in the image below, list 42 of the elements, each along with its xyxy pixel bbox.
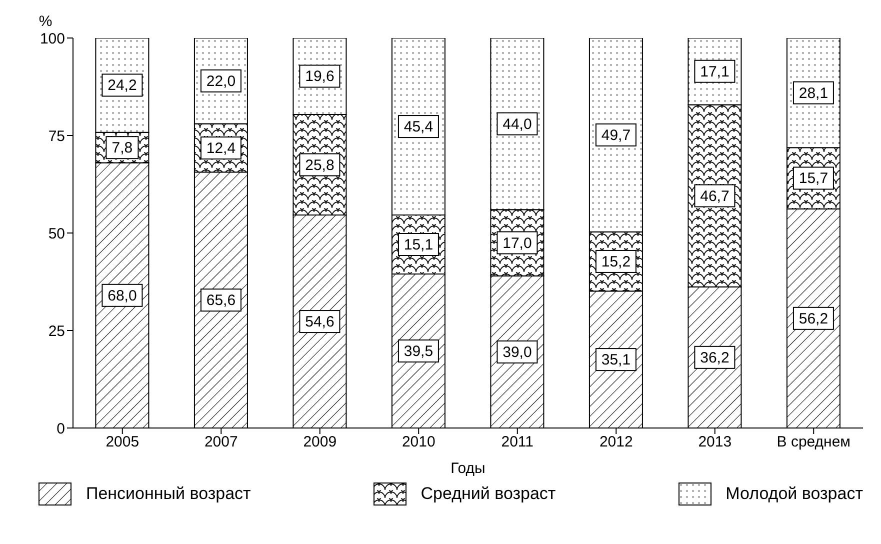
- data-label: 28,1: [798, 84, 828, 102]
- x-tick-label: 2012: [599, 434, 633, 451]
- data-label: 24,2: [108, 77, 137, 94]
- data-label: 25,8: [305, 156, 334, 174]
- x-tick-label: 2005: [106, 434, 140, 451]
- x-tick-label: 2009: [303, 434, 337, 451]
- x-tick-label: 2011: [501, 434, 534, 451]
- data-label: 22,0: [206, 72, 236, 90]
- y-tick-label: 50: [48, 225, 65, 242]
- data-label: 15,1: [404, 236, 434, 254]
- data-label: 17,1: [700, 63, 730, 80]
- y-tick-label: 75: [48, 128, 65, 145]
- x-axis-title: Годы: [450, 460, 486, 477]
- data-label: 49,7: [601, 126, 631, 144]
- x-tick-label: 2007: [204, 434, 238, 451]
- data-label: 54,6: [305, 314, 334, 331]
- data-label: 45,4: [404, 118, 434, 136]
- data-label: 15,7: [798, 170, 828, 188]
- data-label: 44,0: [502, 116, 532, 133]
- data-label: 15,2: [601, 253, 631, 270]
- x-tick-label: В среднем: [776, 434, 850, 451]
- y-axis-title: %: [38, 13, 52, 30]
- data-label: 68,0: [108, 287, 137, 304]
- legend-label: Средний возраст: [420, 484, 556, 504]
- data-label: 12,4: [206, 140, 236, 157]
- data-label: 19,6: [305, 68, 334, 86]
- legend-label: Пенсионный возраст: [86, 484, 251, 504]
- data-label: 65,6: [206, 292, 236, 310]
- x-tick-label: 2010: [402, 434, 436, 451]
- x-tick-label: 2013: [698, 434, 732, 451]
- y-tick-label: 0: [56, 420, 65, 438]
- data-label: 39,5: [404, 342, 434, 360]
- data-label: 35,1: [601, 352, 631, 369]
- y-tick-label: 25: [48, 322, 65, 340]
- data-label: 46,7: [700, 188, 730, 205]
- data-label: 56,2: [798, 310, 828, 328]
- data-label: 7,8: [112, 140, 133, 157]
- legend-label: Молодой возраст: [726, 484, 863, 504]
- data-label: 17,0: [502, 234, 532, 252]
- y-tick-label: 100: [40, 30, 65, 48]
- data-label: 36,2: [700, 349, 730, 366]
- data-label: 39,0: [502, 344, 532, 361]
